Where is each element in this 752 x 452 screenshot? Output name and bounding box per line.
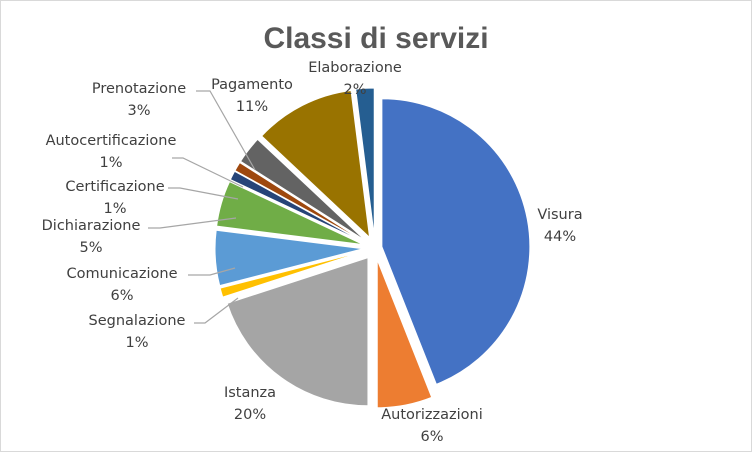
slice-label-dichiarazione: Dichiarazione bbox=[42, 218, 141, 234]
leader-line-segnalazione bbox=[194, 297, 239, 324]
slice-label-comunicazione: Comunicazione bbox=[66, 266, 177, 282]
leader-lines bbox=[148, 90, 256, 324]
chart-title: Classi di servizi bbox=[263, 22, 488, 55]
slice-label-istanza: Istanza bbox=[224, 385, 276, 401]
leader-line-autocertificazione bbox=[172, 157, 244, 188]
pie-slice-prenotazione bbox=[239, 138, 366, 242]
slice-percent-prenotazione: 3% bbox=[127, 103, 150, 119]
pie-slice-autocertificazione bbox=[234, 161, 365, 243]
slice-percent-segnalazione: 1% bbox=[125, 335, 148, 351]
slice-label-pagamento: Pagamento bbox=[211, 77, 293, 93]
pie-slice-autorizzazioni bbox=[376, 259, 433, 409]
slice-percent-visura: 44% bbox=[544, 229, 576, 245]
pie-slices bbox=[214, 87, 531, 409]
slice-percent-certificazione: 1% bbox=[103, 201, 126, 217]
slice-percent-istanza: 20% bbox=[234, 407, 266, 423]
slice-label-segnalazione: Segnalazione bbox=[89, 313, 186, 329]
slice-label-autocertificazione: Autocertificazione bbox=[46, 133, 177, 149]
pie-slice-comunicazione bbox=[214, 229, 364, 287]
slice-percent-elaborazione: 2% bbox=[343, 82, 366, 98]
slice-label-prenotazione: Prenotazione bbox=[92, 81, 186, 97]
pie-slice-istanza bbox=[226, 257, 369, 407]
slice-label-visura: Visura bbox=[537, 207, 582, 223]
leader-line-dichiarazione bbox=[148, 217, 237, 229]
slice-percent-dichiarazione: 5% bbox=[79, 240, 102, 256]
leader-line-comunicazione bbox=[188, 267, 236, 276]
slice-percent-autorizzazioni: 6% bbox=[420, 429, 443, 445]
slice-label-autorizzazioni: Autorizzazioni bbox=[381, 407, 483, 423]
pie-slice-segnalazione bbox=[219, 250, 364, 298]
slice-label-certificazione: Certificazione bbox=[65, 179, 164, 195]
pie-slice-elaborazione bbox=[355, 87, 375, 237]
leader-line-prenotazione bbox=[196, 90, 256, 171]
slice-label-elaborazione: Elaborazione bbox=[308, 60, 402, 76]
slice-percent-comunicazione: 6% bbox=[110, 288, 133, 304]
slice-percent-pagamento: 11% bbox=[236, 99, 268, 115]
slice-percent-autocertificazione: 1% bbox=[99, 155, 122, 171]
pie-slice-visura bbox=[381, 98, 531, 385]
leader-line-certificazione bbox=[168, 187, 239, 200]
pie-slice-pagamento bbox=[260, 89, 371, 239]
pie-slice-dichiarazione bbox=[216, 180, 364, 246]
pie-slice-certificazione bbox=[229, 170, 365, 244]
data-labels: Visura 44% Autorizzazioni 6% Istanza 20% Segna… bbox=[42, 60, 583, 445]
